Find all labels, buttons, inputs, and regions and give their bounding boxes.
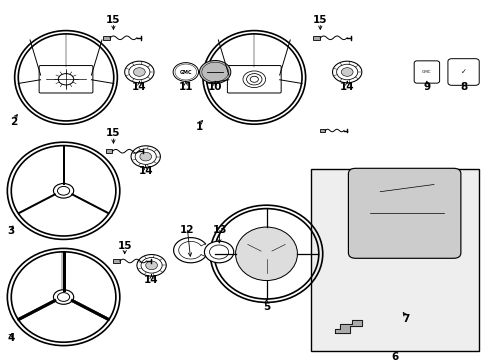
Text: GMC: GMC — [421, 70, 431, 74]
Circle shape — [336, 64, 357, 80]
Text: 6: 6 — [391, 352, 398, 360]
Text: 5: 5 — [263, 302, 269, 312]
Circle shape — [141, 257, 162, 273]
FancyBboxPatch shape — [413, 61, 439, 83]
Text: 3: 3 — [7, 226, 14, 236]
Text: 10: 10 — [207, 82, 222, 92]
Text: 15: 15 — [106, 15, 121, 25]
Bar — [320, 129, 325, 132]
Circle shape — [199, 60, 230, 84]
Text: 9: 9 — [423, 82, 429, 92]
Circle shape — [204, 241, 233, 263]
Circle shape — [209, 245, 228, 259]
Text: 1: 1 — [196, 122, 203, 132]
Bar — [105, 149, 112, 153]
Text: 15: 15 — [117, 240, 132, 251]
Polygon shape — [334, 320, 361, 333]
Circle shape — [332, 61, 361, 83]
Text: 4: 4 — [7, 333, 15, 343]
Text: 11: 11 — [178, 82, 193, 92]
FancyBboxPatch shape — [347, 168, 460, 258]
Text: 8: 8 — [459, 82, 466, 92]
Circle shape — [173, 63, 198, 81]
Text: 15: 15 — [312, 15, 327, 25]
Circle shape — [175, 64, 196, 80]
Text: 12: 12 — [180, 225, 194, 235]
FancyBboxPatch shape — [447, 59, 478, 85]
Circle shape — [140, 152, 151, 161]
FancyBboxPatch shape — [39, 66, 93, 93]
Circle shape — [124, 61, 154, 83]
Ellipse shape — [235, 227, 297, 280]
Text: 7: 7 — [401, 314, 409, 324]
Circle shape — [128, 64, 150, 80]
Circle shape — [133, 68, 145, 76]
Text: 14: 14 — [138, 166, 153, 176]
Text: 2: 2 — [10, 117, 17, 127]
Text: 14: 14 — [144, 275, 159, 285]
Bar — [113, 259, 120, 263]
Circle shape — [137, 255, 166, 276]
Text: 15: 15 — [106, 128, 121, 138]
Text: 14: 14 — [339, 82, 354, 92]
Circle shape — [202, 62, 228, 82]
Circle shape — [145, 261, 157, 270]
Bar — [310, 169, 478, 351]
Text: 13: 13 — [212, 225, 227, 235]
Bar — [103, 36, 110, 40]
Text: GMC: GMC — [179, 69, 192, 75]
Text: ✓: ✓ — [460, 69, 466, 75]
Circle shape — [131, 146, 160, 167]
Text: 14: 14 — [132, 82, 146, 92]
Bar — [313, 36, 320, 40]
Circle shape — [341, 68, 352, 76]
FancyBboxPatch shape — [227, 66, 281, 93]
Circle shape — [135, 149, 156, 165]
